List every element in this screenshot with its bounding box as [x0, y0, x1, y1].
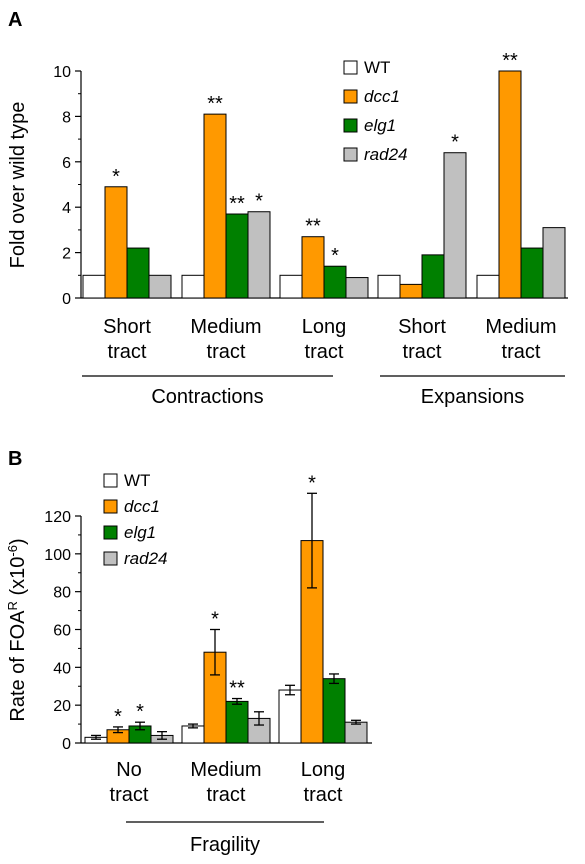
a-y-tick-label: 10 [53, 64, 71, 81]
b-y-tick-label: 80 [53, 585, 71, 602]
a-y-axis-label: Fold over wild type [7, 102, 29, 269]
a-y-tick-label: 2 [62, 246, 71, 263]
b-legend-swatch [103, 551, 118, 566]
b-category-label: tract [207, 784, 246, 806]
b-y-tick-label: 100 [44, 547, 71, 564]
a-bar-rad24 [148, 274, 172, 299]
a-bar-dcc1 [203, 113, 227, 299]
a-legend-swatch [343, 89, 358, 104]
b-bar-WT [278, 689, 302, 744]
a-bar-elg1 [421, 254, 445, 299]
a-significance-marker: ** [502, 50, 518, 72]
a-y-tick-label: 0 [62, 291, 71, 308]
a-bar-dcc1 [498, 70, 522, 299]
b-legend-swatch [103, 499, 118, 514]
a-legend-label: dcc1 [364, 87, 400, 106]
b-legend-label: rad24 [124, 549, 167, 568]
b-y-tick-label: 20 [53, 698, 71, 715]
a-bar-rad24 [345, 277, 369, 299]
a-bar-rad24 [542, 227, 566, 299]
b-significance-marker: * [114, 706, 122, 728]
a-category-label: tract [403, 341, 442, 363]
a-group-label: Contractions [151, 386, 263, 408]
a-bar-WT [279, 274, 303, 299]
a-legend-swatch [343, 118, 358, 133]
a-significance-marker: ** [229, 193, 245, 215]
a-category-label: tract [305, 341, 344, 363]
b-bar-elg1 [225, 700, 249, 744]
a-bar-rad24 [443, 152, 467, 299]
b-bar-elg1 [322, 678, 346, 744]
a-bar-dcc1 [399, 283, 423, 299]
panel-b-label: B [8, 448, 22, 470]
b-y-tick-label: 120 [44, 509, 71, 526]
a-bar-elg1 [126, 247, 150, 299]
b-y-tick-label: 0 [62, 736, 71, 753]
a-significance-marker: * [451, 132, 459, 154]
a-legend-label: elg1 [364, 116, 396, 135]
b-y-tick-label: 60 [53, 623, 71, 640]
a-legend-label: WT [364, 58, 390, 77]
b-legend-label: WT [124, 471, 150, 490]
a-bar-dcc1 [301, 236, 325, 299]
a-bar-rad24 [247, 211, 271, 299]
b-category-label: tract [304, 784, 343, 806]
b-significance-marker: * [136, 701, 144, 723]
a-legend-swatch [343, 147, 358, 162]
b-category-label: Medium [190, 759, 261, 781]
a-bar-WT [377, 274, 401, 299]
b-legend-label: elg1 [124, 523, 156, 542]
a-category-label: Long [302, 316, 347, 338]
a-category-label: tract [207, 341, 246, 363]
b-category-label: Long [301, 759, 346, 781]
a-bar-WT [476, 274, 500, 299]
b-significance-marker: ** [229, 678, 245, 700]
a-significance-marker: * [331, 245, 339, 267]
a-bar-dcc1 [104, 186, 128, 299]
a-significance-marker: ** [305, 216, 321, 238]
a-significance-marker: ** [207, 93, 223, 115]
a-category-label: Short [103, 316, 151, 338]
a-significance-marker: * [255, 191, 263, 213]
b-category-label: tract [110, 784, 149, 806]
b-legend-label: dcc1 [124, 497, 160, 516]
b-bar-rad24 [344, 721, 368, 744]
b-significance-marker: * [211, 609, 219, 631]
b-y-axis-label: Rate of FOAR (x10-6) [5, 538, 29, 721]
b-legend-swatch [103, 525, 118, 540]
b-legend-swatch [103, 473, 118, 488]
a-y-tick-label: 6 [62, 155, 71, 172]
b-significance-marker: * [308, 472, 316, 494]
a-bar-elg1 [323, 265, 347, 299]
panel-a-label: A [8, 9, 22, 31]
a-bar-WT [82, 274, 106, 299]
a-bar-elg1 [520, 247, 544, 299]
b-category-label: No [116, 759, 142, 781]
a-category-label: Medium [485, 316, 556, 338]
a-bar-WT [181, 274, 205, 299]
a-legend-swatch [343, 60, 358, 75]
a-y-tick-label: 4 [62, 200, 71, 217]
b-y-tick-label: 40 [53, 660, 71, 677]
a-category-label: tract [502, 341, 541, 363]
a-bar-elg1 [225, 213, 249, 299]
a-category-label: Short [398, 316, 446, 338]
a-legend-label: rad24 [364, 145, 407, 164]
a-category-label: tract [108, 341, 147, 363]
b-bar-WT [181, 725, 205, 744]
a-y-tick-label: 8 [62, 109, 71, 126]
a-group-label: Expansions [421, 386, 524, 408]
b-group-label: Fragility [190, 834, 260, 856]
a-significance-marker: * [112, 166, 120, 188]
a-category-label: Medium [190, 316, 261, 338]
